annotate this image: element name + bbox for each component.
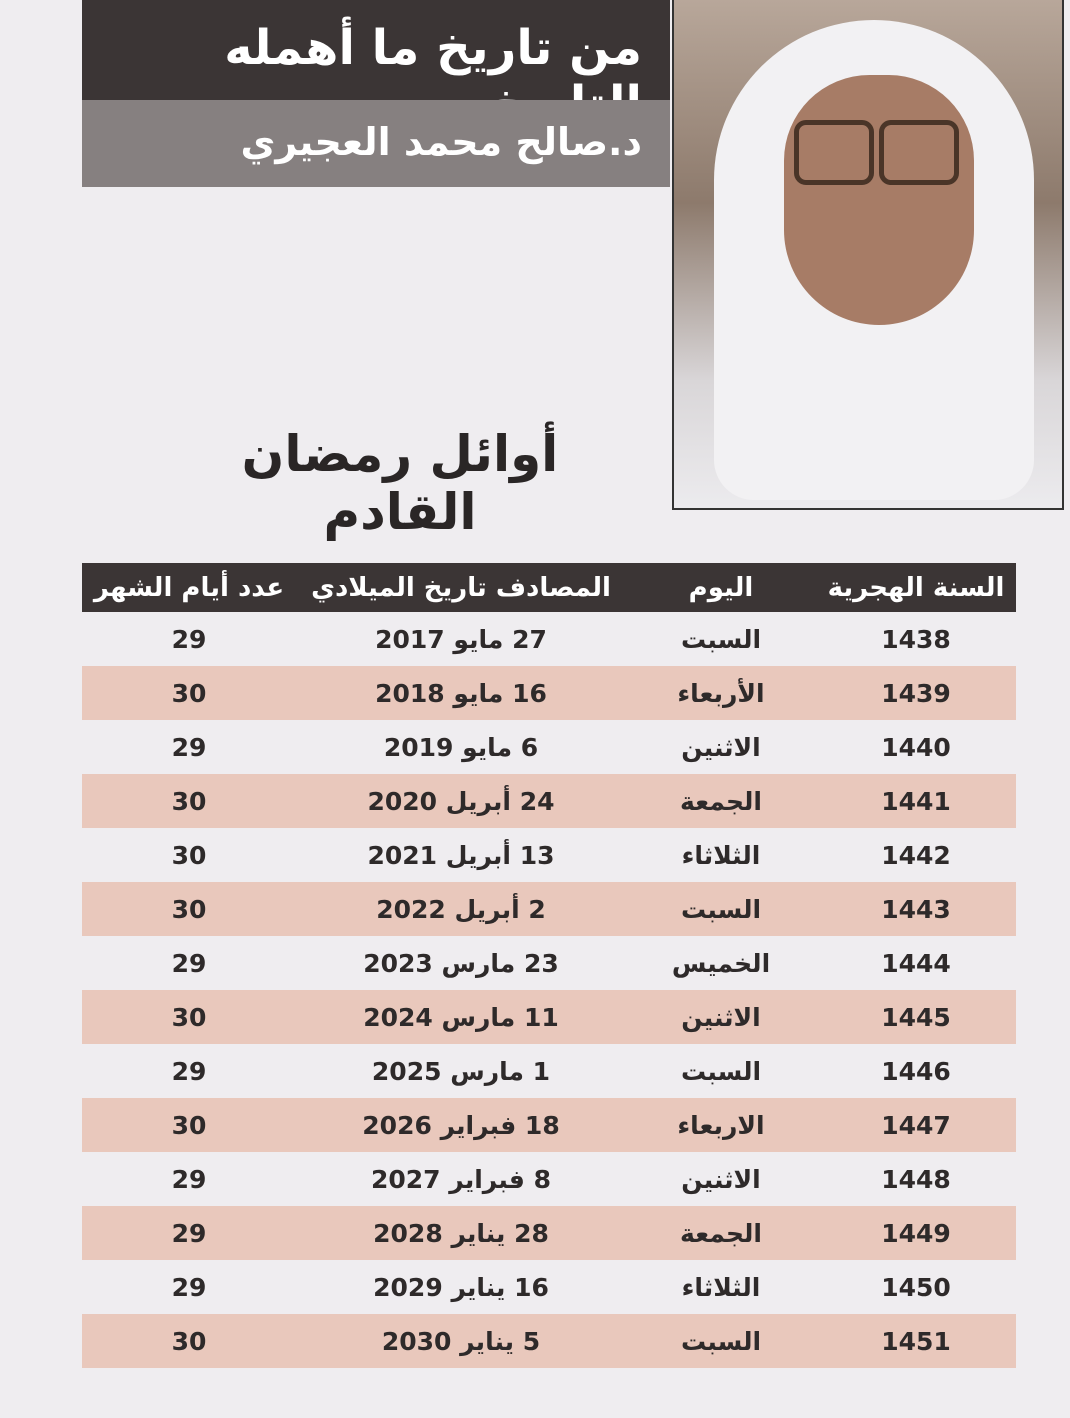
cell-day: الاثنين — [681, 732, 761, 762]
article-heading: أوائل رمضان القادم — [241, 425, 559, 541]
cell-gregorian-date: 13 أبريل 2021 — [367, 840, 555, 870]
cell-gregorian-date: 11 مارس 2024 — [296, 990, 626, 1044]
cell-gregorian-date: 16 مايو 2018 — [296, 666, 626, 720]
cell-hijri-year: 1441 — [816, 774, 1016, 828]
table-row: 1439 الأربعاء 16 مايو 2018 30 — [82, 666, 1016, 720]
ramadan-table: السنة الهجرية اليوم المصادف تاريخ الميلا… — [82, 563, 1016, 1368]
cell-day: السبت — [626, 882, 816, 936]
header-month-days: عدد أيام الشهر — [82, 563, 296, 612]
cell-day: السبت — [680, 624, 762, 654]
cell-month-days: 30 — [82, 666, 296, 720]
cell-month-days: 29 — [171, 1272, 207, 1302]
cell-hijri-year: 1449 — [816, 1206, 1016, 1260]
table-row: 1438 السبت 27 مايو 2017 29 — [82, 612, 1016, 666]
cell-month-days: 30 — [82, 1314, 296, 1368]
cell-month-days: 29 — [171, 1056, 207, 1086]
cell-gregorian-date: 28 يناير 2028 — [296, 1206, 626, 1260]
photo-glasses-left — [794, 120, 874, 185]
cell-hijri-year: 1445 — [816, 990, 1016, 1044]
cell-gregorian-date: 2 أبريل 2022 — [296, 882, 626, 936]
cell-hijri-year: 1440 — [881, 732, 951, 762]
table-row: 1449 الجمعة 28 يناير 2028 29 — [82, 1206, 1016, 1260]
cell-hijri-year: 1451 — [816, 1314, 1016, 1368]
cell-gregorian-date: 8 فبراير 2027 — [370, 1164, 552, 1194]
cell-day: الاثنين — [681, 1164, 761, 1194]
cell-hijri-year: 1444 — [881, 948, 951, 978]
header-gregorian-date: المصادف تاريخ الميلادي — [296, 563, 626, 612]
cell-hijri-year: 1439 — [816, 666, 1016, 720]
table-row: 1447 الاربعاء 18 فبراير 2026 30 — [82, 1098, 1016, 1152]
cell-gregorian-date: 6 مايو 2019 — [383, 732, 539, 762]
author-photo — [672, 0, 1064, 510]
cell-day: الجمعة — [626, 1206, 816, 1260]
cell-gregorian-date: 16 يناير 2029 — [373, 1272, 549, 1302]
table-row: 1450 الثلاثاء 16 يناير 2029 29 — [82, 1260, 1016, 1314]
cell-day: الاربعاء — [626, 1098, 816, 1152]
cell-gregorian-date: 5 يناير 2030 — [296, 1314, 626, 1368]
cell-day: السبت — [626, 1314, 816, 1368]
cell-month-days: 29 — [82, 1206, 296, 1260]
cell-day: الأربعاء — [626, 666, 816, 720]
author-bar: د.صالح محمد العجيري — [82, 100, 670, 187]
table-row: 1442 الثلاثاء 13 أبريل 2021 30 — [82, 828, 1016, 882]
cell-hijri-year: 1450 — [881, 1272, 951, 1302]
cell-hijri-year: 1446 — [881, 1056, 951, 1086]
cell-hijri-year: 1447 — [816, 1098, 1016, 1152]
header-day: اليوم — [626, 563, 816, 612]
table-row: 1444 الخميس 23 مارس 2023 29 — [82, 936, 1016, 990]
cell-day: الاثنين — [626, 990, 816, 1044]
table-row: 1445 الاثنين 11 مارس 2024 30 — [82, 990, 1016, 1044]
cell-month-days: 29 — [171, 1164, 207, 1194]
table-row: 1446 السبت 1 مارس 2025 29 — [82, 1044, 1016, 1098]
cell-hijri-year: 1442 — [881, 840, 951, 870]
table-row: 1441 الجمعة 24 أبريل 2020 30 — [82, 774, 1016, 828]
cell-gregorian-date: 18 فبراير 2026 — [296, 1098, 626, 1152]
cell-day: السبت — [680, 1056, 762, 1086]
photo-face — [784, 75, 974, 325]
cell-month-days: 30 — [171, 840, 207, 870]
table-row: 1440 الاثنين 6 مايو 2019 29 — [82, 720, 1016, 774]
table-row: 1451 السبت 5 يناير 2030 30 — [82, 1314, 1016, 1368]
photo-glasses-right — [879, 120, 959, 185]
cell-gregorian-date: 1 مارس 2025 — [371, 1056, 551, 1086]
cell-gregorian-date: 24 أبريل 2020 — [296, 774, 626, 828]
table-header-row: السنة الهجرية اليوم المصادف تاريخ الميلا… — [82, 563, 1016, 612]
cell-day: الثلاثاء — [681, 840, 761, 870]
cell-hijri-year: 1443 — [816, 882, 1016, 936]
cell-day: الجمعة — [626, 774, 816, 828]
cell-month-days: 29 — [171, 732, 207, 762]
table-row: 1443 السبت 2 أبريل 2022 30 — [82, 882, 1016, 936]
cell-day: الخميس — [671, 948, 771, 978]
column-title-bar: من تاريخ ما أهمله التاريخ — [82, 0, 670, 132]
cell-hijri-year: 1448 — [881, 1164, 951, 1194]
cell-month-days: 29 — [171, 948, 207, 978]
cell-month-days: 30 — [82, 774, 296, 828]
cell-gregorian-date: 27 مايو 2017 — [375, 624, 547, 654]
cell-month-days: 29 — [171, 624, 207, 654]
header-hijri-year: السنة الهجرية — [816, 563, 1016, 612]
cell-hijri-year: 1438 — [881, 624, 951, 654]
author-name: د.صالح محمد العجيري — [240, 120, 643, 164]
cell-gregorian-date: 23 مارس 2023 — [363, 948, 559, 978]
table-row: 1448 الاثنين 8 فبراير 2027 29 — [82, 1152, 1016, 1206]
cell-month-days: 30 — [82, 990, 296, 1044]
cell-day: الثلاثاء — [681, 1272, 761, 1302]
cell-month-days: 30 — [82, 1098, 296, 1152]
cell-month-days: 30 — [82, 882, 296, 936]
